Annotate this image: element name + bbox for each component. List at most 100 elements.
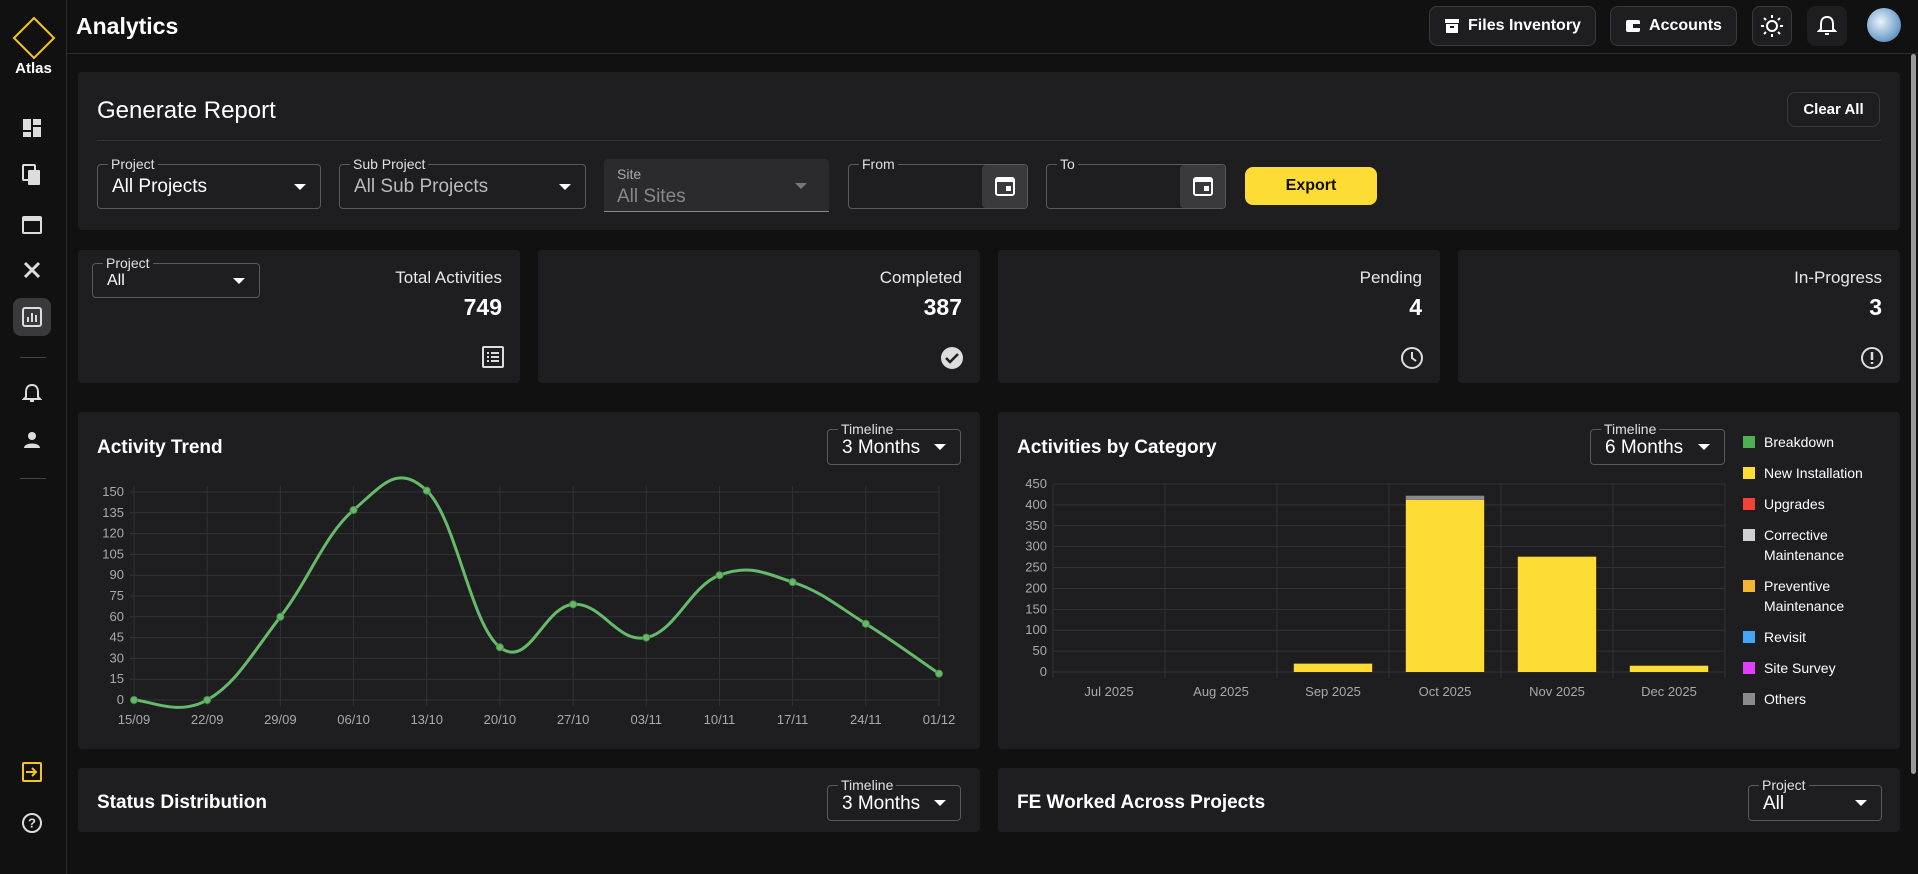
point (861, 619, 870, 628)
y-tick-label: 60 (110, 609, 124, 624)
legend-swatch (1743, 580, 1755, 592)
y-tick-label: 45 (110, 630, 124, 645)
legend-item[interactable]: Revisit (1743, 627, 1893, 647)
point (569, 600, 578, 609)
x-tick-label: Sep 2025 (1305, 684, 1361, 699)
point (276, 612, 285, 621)
stat-value: 3 (1869, 294, 1882, 320)
sub-project-select[interactable]: Sub Project All Sub Projects (339, 156, 586, 209)
nav-reports[interactable] (13, 298, 51, 336)
x-tick-label: 27/10 (557, 712, 590, 727)
legend-swatch (1743, 693, 1755, 705)
field-label: Project (103, 255, 153, 271)
bar-segment (1405, 499, 1485, 672)
legend-item[interactable]: Upgrades (1743, 494, 1893, 514)
legend-swatch (1743, 662, 1755, 674)
y-tick-label: 120 (102, 526, 124, 541)
field-value: All Sites (617, 186, 686, 207)
x-tick-label: 03/11 (630, 712, 662, 727)
bar-chart: 0 50 100 150 200 250 300 350 400 450 Jul 2025 Aug 2… (1025, 476, 1726, 699)
x-tick-label: Oct 2025 (1419, 684, 1472, 699)
project-select[interactable]: Project All Projects (97, 156, 321, 209)
field-value: All Sub Projects (354, 176, 489, 197)
stat-label: Completed (879, 268, 962, 287)
x-tick-label: 29/09 (264, 712, 297, 727)
scrollbar[interactable] (1911, 54, 1916, 774)
legend: Breakdown New Installation Upgrades Correct… (1743, 432, 1893, 720)
nav-help[interactable]: ? (13, 804, 51, 842)
y-tick-label: 30 (110, 650, 124, 665)
x-tick-label: Nov 2025 (1529, 684, 1585, 699)
legend-item[interactable]: Site Survey (1743, 658, 1893, 678)
report-title: Generate Report (97, 97, 276, 124)
legend-label: Breakdown (1764, 434, 1835, 450)
legend-swatch (1743, 631, 1755, 643)
point (495, 643, 504, 652)
svg-text:?: ? (28, 816, 36, 831)
legend-swatch (1743, 498, 1755, 510)
legend-item[interactable]: New Installation (1743, 463, 1893, 483)
y-tick-label: 0 (117, 692, 124, 707)
stat-card: Pending 4 (998, 250, 1440, 383)
timeline-select[interactable]: Timeline 6 Months (1590, 421, 1725, 465)
x-tick-label: Jul 2025 (1084, 684, 1133, 699)
legend-label: Revisit (1764, 629, 1807, 645)
logo-icon (12, 16, 56, 60)
user-avatar[interactable] (1867, 8, 1901, 42)
legend-item[interactable]: Corrective Maintenance (1743, 525, 1893, 565)
legend-item[interactable]: Preventive Maintenance (1743, 576, 1893, 616)
point (130, 696, 138, 704)
accounts-button[interactable]: Accounts (1610, 6, 1737, 46)
point (642, 633, 651, 642)
field-value: 3 Months (842, 793, 921, 814)
field-value: 6 Months (1605, 437, 1684, 458)
project-select[interactable]: Project All (1748, 777, 1882, 821)
y-tick-label: 135 (102, 505, 124, 520)
notifications-button[interactable] (1807, 6, 1847, 46)
nav-files[interactable] (13, 156, 51, 194)
field-label: Project (1759, 777, 1809, 793)
stat-value: 749 (463, 294, 502, 320)
y-tick-label: 50 (1033, 643, 1047, 658)
nav-dashboard[interactable] (13, 109, 51, 147)
clear-all-button[interactable]: Clear All (1787, 92, 1880, 127)
stat-value: 4 (1409, 294, 1422, 320)
nav-profile[interactable] (13, 421, 51, 459)
point (715, 571, 724, 580)
to-date[interactable]: To (1046, 156, 1226, 209)
legend-label: New Installation (1764, 465, 1863, 481)
site-select[interactable]: Site All Sites (604, 159, 829, 212)
field-label: Project (108, 156, 158, 172)
panel-title: Status Distribution (97, 792, 267, 813)
nav-notifications[interactable] (13, 374, 51, 412)
x-tick-label: 20/10 (484, 712, 517, 727)
button-label: Files Inventory (1468, 17, 1581, 34)
nav-logout[interactable] (13, 753, 51, 791)
stat-value: 387 (923, 294, 962, 320)
legend-swatch (1743, 436, 1755, 448)
from-date[interactable]: From (848, 156, 1028, 209)
x-tick-label: 15/09 (118, 712, 151, 727)
field-value: All Projects (112, 176, 208, 197)
export-button[interactable]: Export (1245, 167, 1377, 205)
legend-item[interactable]: Others (1743, 689, 1893, 709)
y-tick-label: 90 (110, 567, 124, 582)
bar-segment (1517, 556, 1597, 672)
sidebar: Atlas ? (0, 0, 67, 874)
files-inventory-button[interactable]: Files Inventory (1429, 6, 1596, 46)
y-tick-label: 450 (1025, 476, 1047, 491)
timeline-select[interactable]: Timeline 3 Months (827, 777, 961, 821)
theme-button[interactable] (1752, 6, 1792, 46)
field-label: Timeline (838, 777, 897, 793)
stat-icon (482, 346, 504, 368)
project-filter[interactable]: Project All (92, 255, 260, 298)
field-value: All (1763, 793, 1785, 814)
timeline-select[interactable]: Timeline 3 Months (827, 421, 961, 465)
stat-card: Completed 387 (538, 250, 980, 383)
y-tick-label: 400 (1025, 497, 1047, 512)
line-chart: 15/09 22/09 29/09 06/10 13/10 20/10 27/10 03/11… (102, 476, 955, 727)
legend-item[interactable]: Breakdown (1743, 432, 1893, 452)
nav-calendar[interactable] (13, 205, 51, 243)
nav-tools[interactable] (13, 251, 51, 289)
